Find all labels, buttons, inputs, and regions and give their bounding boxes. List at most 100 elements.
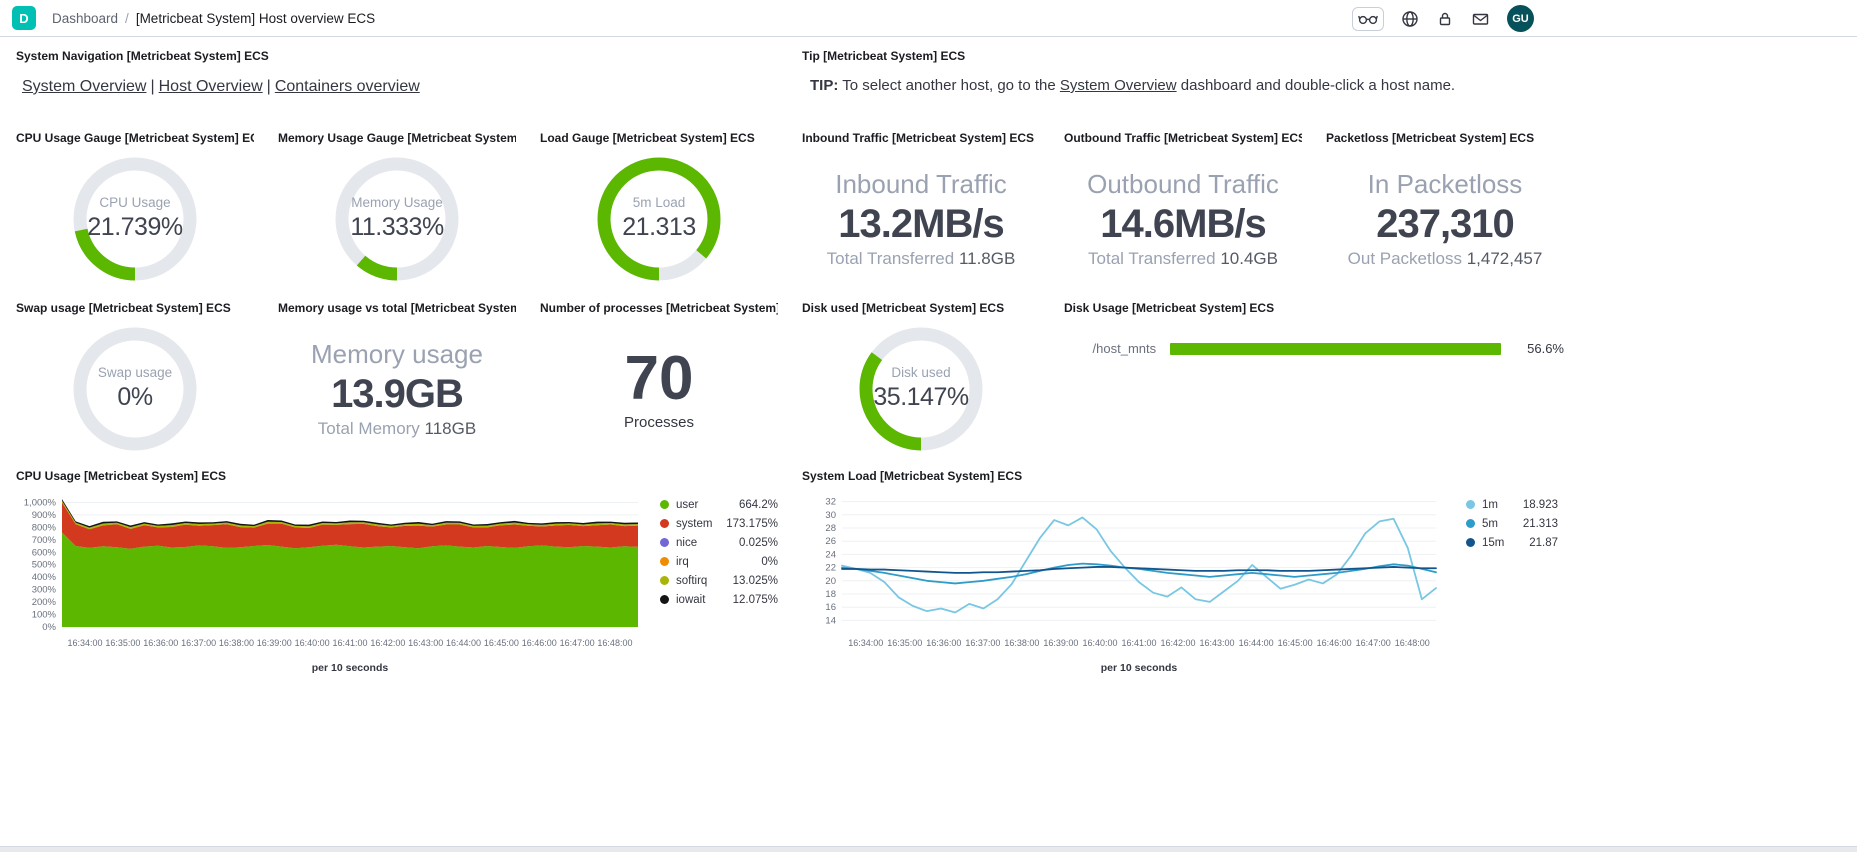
legend-item-user[interactable]: user 664.2% — [660, 495, 778, 514]
legend-dot — [660, 519, 669, 528]
svg-text:16:41:00: 16:41:00 — [332, 638, 367, 648]
disk-usage-bar-track — [1170, 342, 1502, 355]
svg-text:16:48:00: 16:48:00 — [1395, 638, 1430, 648]
svg-text:600%: 600% — [32, 547, 57, 558]
svg-text:16:44:00: 16:44:00 — [1239, 638, 1274, 648]
panel-tip: Tip [Metricbeat System] ECS TIP: To sele… — [794, 43, 1572, 125]
cpu-usage-gauge: CPU Usage 21.739% — [69, 153, 201, 285]
metric-sub-label: Total Transferred — [1088, 248, 1221, 268]
svg-text:16:46:00: 16:46:00 — [1317, 638, 1352, 648]
legend-item-irq[interactable]: irq 0% — [660, 552, 778, 571]
legend-value: 18.923 — [1522, 498, 1558, 511]
metric-sub-value: 118GB — [424, 418, 477, 438]
svg-text:16:43:00: 16:43:00 — [1200, 638, 1235, 648]
metric-value: 13.9GB — [331, 371, 464, 416]
svg-text:800%: 800% — [32, 522, 57, 533]
legend-item-5m[interactable]: 5m 21.313 — [1466, 514, 1558, 533]
svg-text:16:42:00: 16:42:00 — [1161, 638, 1196, 648]
legend-dot — [660, 500, 669, 509]
gauge-value: 11.333% — [350, 212, 444, 241]
panel-title: Packetloss [Metricbeat System] ECS — [1326, 131, 1535, 145]
metric-value: 13.2MB/s — [838, 201, 1004, 246]
svg-text:16:48:00: 16:48:00 — [597, 638, 632, 648]
system-load-chart-legend: 1m 18.923 5m 21.313 15m 21.87 — [1466, 487, 1558, 674]
nav-link-host-overview[interactable]: Host Overview — [158, 78, 263, 95]
legend-value: 13.025% — [732, 574, 778, 587]
legend-value: 21.87 — [1529, 536, 1558, 549]
legend-label: iowait — [676, 593, 706, 606]
system-navigation-links: System Overview | Host Overview | Containers… — [16, 78, 778, 96]
disk-usage-bar-label: /host_mnts — [1092, 341, 1157, 356]
breadcrumb-current: [Metricbeat System] Host overview ECS — [135, 10, 376, 26]
panel-title: Outbound Traffic [Metricbeat System] ECS — [1064, 131, 1302, 145]
metric-label: Processes — [623, 413, 695, 431]
cpu-usage-area-chart[interactable]: 0% 100% 200% 300% 400% 500% 600% 700% 800% 900% 1,… — [16, 487, 646, 660]
disk-usage-bar-row[interactable]: /host_mnts 56.6% — [1064, 341, 1564, 356]
system-load-line-chart[interactable]: 14 16 18 20 22 24 26 28 30 32 16:34:00 16:35:00 16:3… — [802, 487, 1452, 660]
panel-inbound-traffic: Inbound Traffic [Metricbeat System] ECS … — [794, 125, 1048, 295]
metric-label: Outbound Traffic — [1087, 168, 1279, 199]
metric-value: 70 — [624, 344, 694, 414]
metric-label: Memory usage — [311, 338, 483, 369]
legend-label: system — [676, 517, 713, 530]
svg-text:700%: 700% — [32, 535, 57, 546]
panel-disk-used-gauge: Disk used [Metricbeat System] ECS Disk u… — [794, 295, 1048, 463]
nav-link-containers-overview[interactable]: Containers overview — [274, 78, 420, 95]
legend-dot — [660, 538, 669, 547]
lock-icon[interactable] — [1436, 10, 1454, 28]
gauge-value: 21.739% — [87, 212, 183, 241]
legend-item-system[interactable]: system 173.175% — [660, 514, 778, 533]
panel-swap-usage-gauge: Swap usage [Metricbeat System] ECS Swap … — [8, 295, 262, 463]
panel-system-navigation: System Navigation [Metricbeat System] EC… — [8, 43, 786, 125]
svg-text:22: 22 — [825, 563, 836, 574]
legend-item-iowait[interactable]: iowait 12.075% — [660, 590, 778, 609]
legend-label: nice — [676, 536, 698, 549]
panel-packetloss: Packetloss [Metricbeat System] ECS In Pa… — [1318, 125, 1572, 295]
svg-text:16:39:00: 16:39:00 — [257, 638, 292, 648]
metric-subtext: Out Packetloss 1,472,457 — [1348, 249, 1543, 269]
svg-text:14: 14 — [825, 615, 836, 626]
legend-label: softirq — [676, 574, 708, 587]
breadcrumb-separator: / — [125, 10, 129, 26]
nav-link-system-overview[interactable]: System Overview — [22, 78, 147, 95]
legend-dot — [660, 576, 669, 585]
legend-value: 12.075% — [732, 593, 778, 606]
svg-text:16:40:00: 16:40:00 — [295, 638, 330, 648]
legend-item-softirq[interactable]: softirq 13.025% — [660, 571, 778, 590]
breadcrumb-dashboard[interactable]: Dashboard — [52, 10, 119, 26]
metric-label: In Packetloss — [1367, 168, 1523, 199]
mail-icon[interactable] — [1471, 10, 1490, 28]
app-header: D Dashboard / [Metricbeat System] Host o… — [0, 0, 1857, 37]
memory-usage-gauge: Memory Usage 11.333% — [331, 153, 463, 285]
svg-text:100%: 100% — [32, 610, 57, 621]
globe-icon[interactable] — [1401, 10, 1419, 28]
glasses-icon[interactable] — [1352, 6, 1384, 31]
svg-text:16:36:00: 16:36:00 — [926, 638, 961, 648]
panel-title: CPU Usage Gauge [Metricbeat System] ECS — [16, 131, 254, 145]
metric-subtext: Total Memory 118GB — [318, 419, 476, 439]
space-logo[interactable]: D — [12, 6, 36, 30]
panel-memory-usage-gauge: Memory Usage Gauge [Metricbeat System] .… — [270, 125, 524, 295]
tip-label: TIP: — [810, 77, 839, 94]
tip-system-overview-link[interactable]: System Overview — [1059, 77, 1177, 94]
legend-item-15m[interactable]: 15m 21.87 — [1466, 533, 1558, 552]
header-actions: GU — [1352, 0, 1534, 37]
svg-text:16:46:00: 16:46:00 — [522, 638, 557, 648]
svg-text:32: 32 — [825, 497, 836, 508]
metric-label: Inbound Traffic — [835, 168, 1007, 199]
user-avatar[interactable]: GU — [1507, 5, 1534, 32]
svg-text:16:42:00: 16:42:00 — [370, 638, 405, 648]
gauge-label: 5m Load — [632, 194, 686, 210]
panel-number-of-processes: Number of processes [Metricbeat System] … — [532, 295, 786, 463]
metric-subtext: Total Transferred 10.4GB — [1088, 249, 1278, 269]
metric-sub-label: Total Memory — [317, 418, 425, 438]
gauge-value: 21.313 — [622, 212, 696, 241]
legend-label: user — [676, 498, 699, 511]
svg-text:16:37:00: 16:37:00 — [965, 638, 1000, 648]
svg-text:900%: 900% — [32, 510, 57, 521]
legend-label: 1m — [1482, 498, 1498, 511]
legend-value: 21.313 — [1522, 517, 1558, 530]
legend-dot — [1466, 519, 1475, 528]
legend-item-1m[interactable]: 1m 18.923 — [1466, 495, 1558, 514]
legend-item-nice[interactable]: nice 0.025% — [660, 533, 778, 552]
